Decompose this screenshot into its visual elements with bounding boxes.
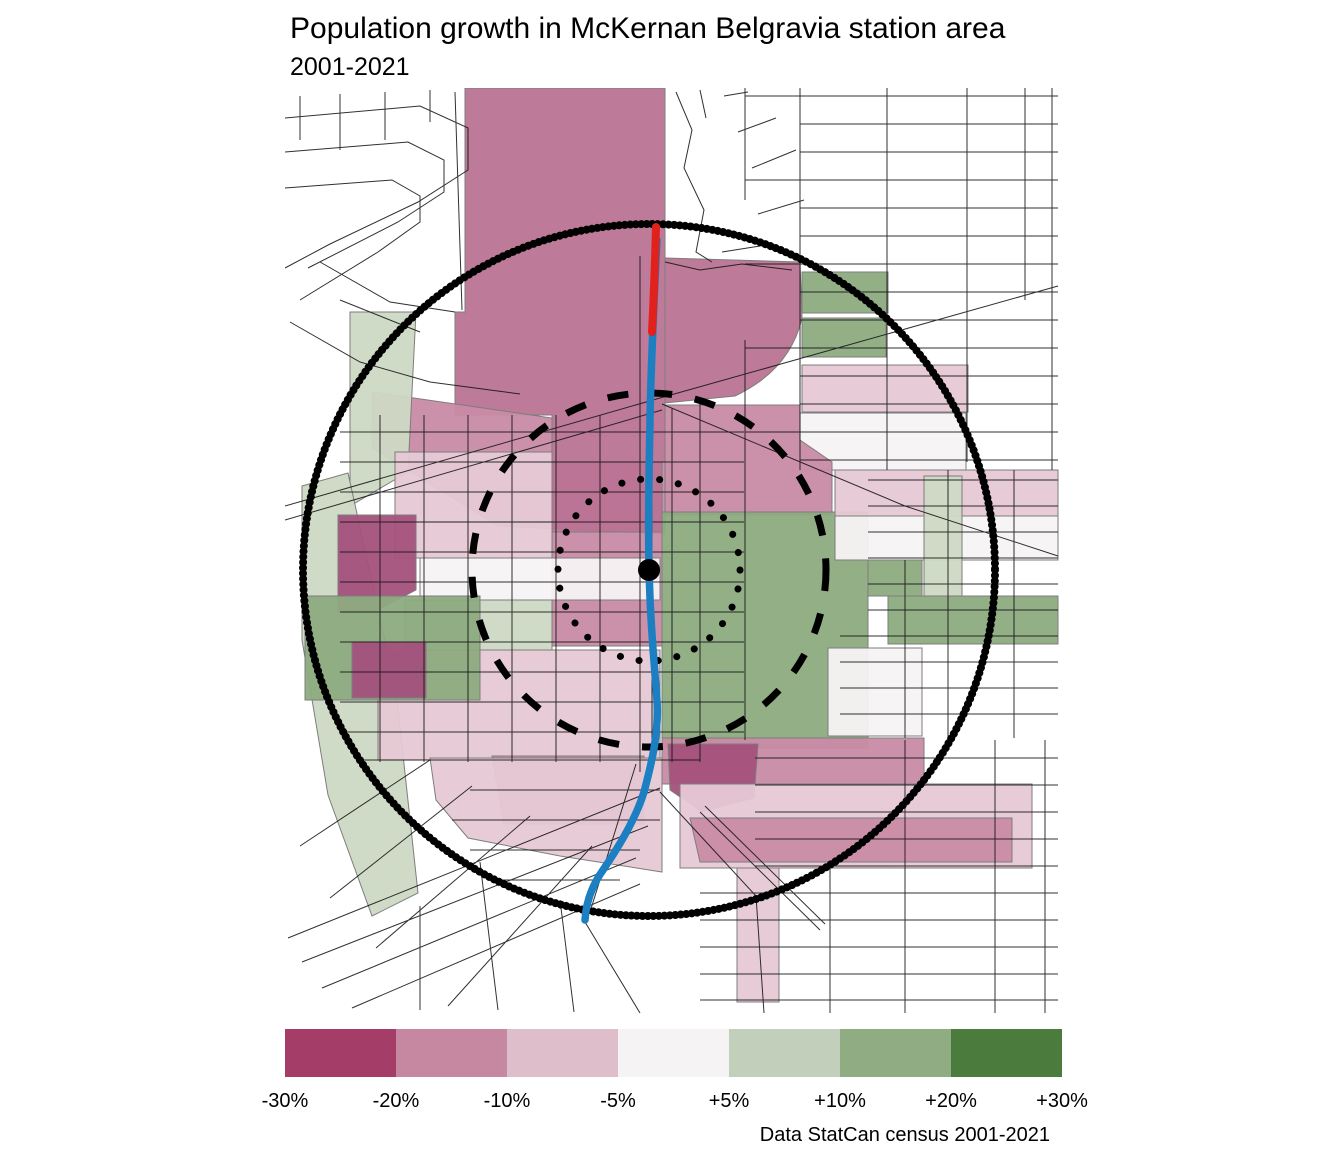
census-region xyxy=(887,595,1059,645)
legend-label: +10% xyxy=(814,1090,866,1112)
middle-walkshed-ring xyxy=(468,389,830,751)
outer-walkshed-ring xyxy=(299,220,999,920)
census-region xyxy=(801,317,887,358)
walkshed-rings xyxy=(299,220,999,920)
station-dot xyxy=(638,559,660,581)
street-lines xyxy=(745,95,1058,461)
census-region xyxy=(867,559,923,597)
legend-label: -20% xyxy=(372,1090,420,1112)
census-region xyxy=(454,88,666,463)
legend-labels: -30% -20% -10% -5% +5% +10% +20% +30% xyxy=(262,1090,1088,1114)
lrt-line-extension xyxy=(648,223,660,336)
census-region xyxy=(429,757,663,873)
legend-swatch xyxy=(396,1029,507,1077)
legend-label: -30% xyxy=(261,1090,309,1112)
census-region xyxy=(664,257,803,404)
legend-swatch xyxy=(285,1029,396,1077)
legend-swatch xyxy=(507,1029,618,1077)
legend-label: +30% xyxy=(1036,1090,1088,1112)
page-title: Population growth in McKernan Belgravia … xyxy=(290,12,1006,45)
legend-swatch xyxy=(951,1029,1062,1077)
lrt-line-existing xyxy=(581,236,662,924)
census-region xyxy=(827,647,923,737)
legend-swatch xyxy=(840,1029,951,1077)
street-lines xyxy=(285,90,521,395)
legend-label: -5% xyxy=(600,1090,636,1112)
legend-swatch xyxy=(618,1029,729,1077)
census-region xyxy=(419,557,661,601)
data-source-caption: Data StatCan census 2001-2021 xyxy=(759,1124,1050,1146)
street-lines xyxy=(744,88,1053,470)
page-subtitle: 2001-2021 xyxy=(290,53,410,81)
street-lines xyxy=(664,89,805,271)
census-region xyxy=(351,641,427,699)
census-region xyxy=(736,867,780,1003)
inner-walkshed-ring xyxy=(554,475,744,665)
street-lines xyxy=(287,759,661,1014)
legend-label: +5% xyxy=(708,1090,750,1112)
legend-label: +20% xyxy=(925,1090,977,1112)
legend-swatch xyxy=(729,1029,840,1077)
street-lines xyxy=(840,470,1058,738)
legend-bar xyxy=(285,1029,1062,1077)
census-region xyxy=(801,364,969,413)
legend-label: -10% xyxy=(483,1090,531,1112)
census-region xyxy=(923,475,963,597)
street-lines xyxy=(700,740,1058,1013)
census-regions xyxy=(301,88,1059,1003)
street-lines xyxy=(285,285,1059,557)
